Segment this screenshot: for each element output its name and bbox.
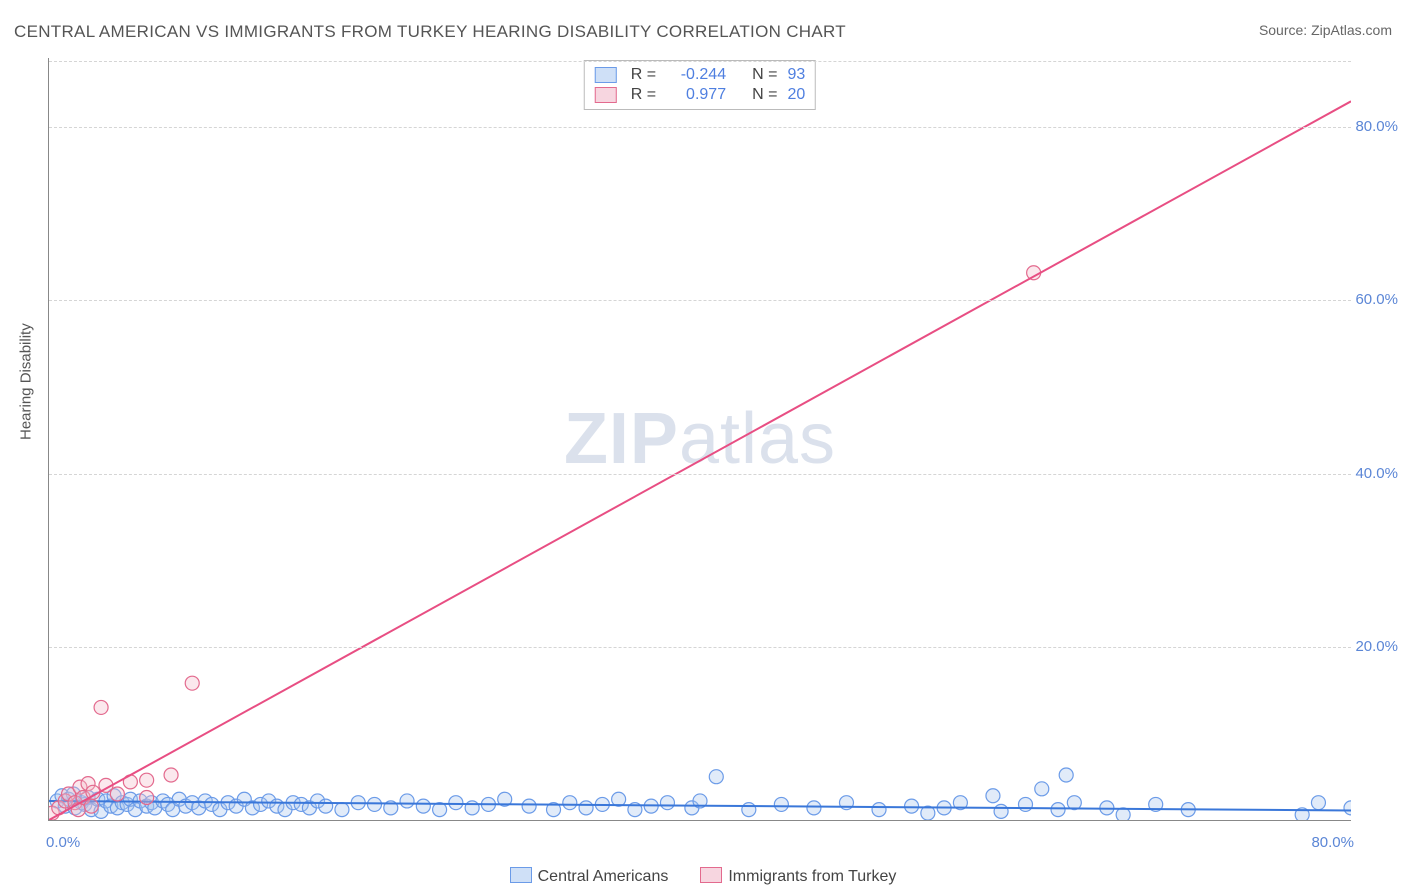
central-point xyxy=(709,770,723,784)
turkey-point xyxy=(140,773,154,787)
legend-label: Immigrants from Turkey xyxy=(728,868,896,885)
central-point xyxy=(522,799,536,813)
central-point xyxy=(742,803,756,817)
legend-label: Central Americans xyxy=(538,868,669,885)
scatter-svg xyxy=(49,58,1351,820)
central-point xyxy=(774,797,788,811)
y-axis-tick: 60.0% xyxy=(1355,291,1398,308)
x-axis-origin-tick: 0.0% xyxy=(46,834,80,851)
central-point xyxy=(807,801,821,815)
central-point xyxy=(335,803,349,817)
y-axis-tick: 80.0% xyxy=(1355,118,1398,135)
source-attribution: Source: ZipAtlas.com xyxy=(1259,22,1392,38)
central-point xyxy=(1051,803,1065,817)
turkey-point xyxy=(185,676,199,690)
turkey-point xyxy=(164,768,178,782)
gridline xyxy=(49,647,1351,648)
gridline xyxy=(49,474,1351,475)
turkey-point xyxy=(140,790,154,804)
chart-title: CENTRAL AMERICAN VS IMMIGRANTS FROM TURK… xyxy=(14,22,846,42)
legend-item-turkey: Immigrants from Turkey xyxy=(700,868,896,885)
y-axis-tick: 20.0% xyxy=(1355,638,1398,655)
central-point xyxy=(1344,801,1351,815)
central-point xyxy=(449,796,463,810)
central-point xyxy=(465,801,479,815)
turkey-point xyxy=(94,700,108,714)
central-point xyxy=(905,799,919,813)
central-point xyxy=(416,799,430,813)
central-point xyxy=(579,801,593,815)
central-point xyxy=(1019,797,1033,811)
legend-item-central: Central Americans xyxy=(510,868,669,885)
central-point xyxy=(986,789,1000,803)
central-point xyxy=(400,794,414,808)
y-axis-label: Hearing Disability xyxy=(18,323,35,440)
x-axis-max-tick: 80.0% xyxy=(1311,834,1354,851)
y-axis-tick: 40.0% xyxy=(1355,465,1398,482)
plot-area: ZIPatlas R =-0.244N =93R =0.977N =20 xyxy=(48,58,1351,821)
central-point xyxy=(660,796,674,810)
central-point xyxy=(319,799,333,813)
turkey-fit-line xyxy=(49,101,1351,820)
footer-legend: Central Americans Immigrants from Turkey xyxy=(0,867,1406,886)
turkey-point xyxy=(84,799,98,813)
central-point xyxy=(994,804,1008,818)
central-point xyxy=(1035,782,1049,796)
turkey-point xyxy=(110,787,124,801)
gridline xyxy=(49,300,1351,301)
turkey-swatch xyxy=(700,867,722,883)
central-point xyxy=(872,803,886,817)
central-point xyxy=(1311,796,1325,810)
central-swatch xyxy=(510,867,532,883)
gridline xyxy=(49,61,1351,62)
central-point xyxy=(1059,768,1073,782)
gridline xyxy=(49,127,1351,128)
central-point xyxy=(563,796,577,810)
central-point xyxy=(368,797,382,811)
